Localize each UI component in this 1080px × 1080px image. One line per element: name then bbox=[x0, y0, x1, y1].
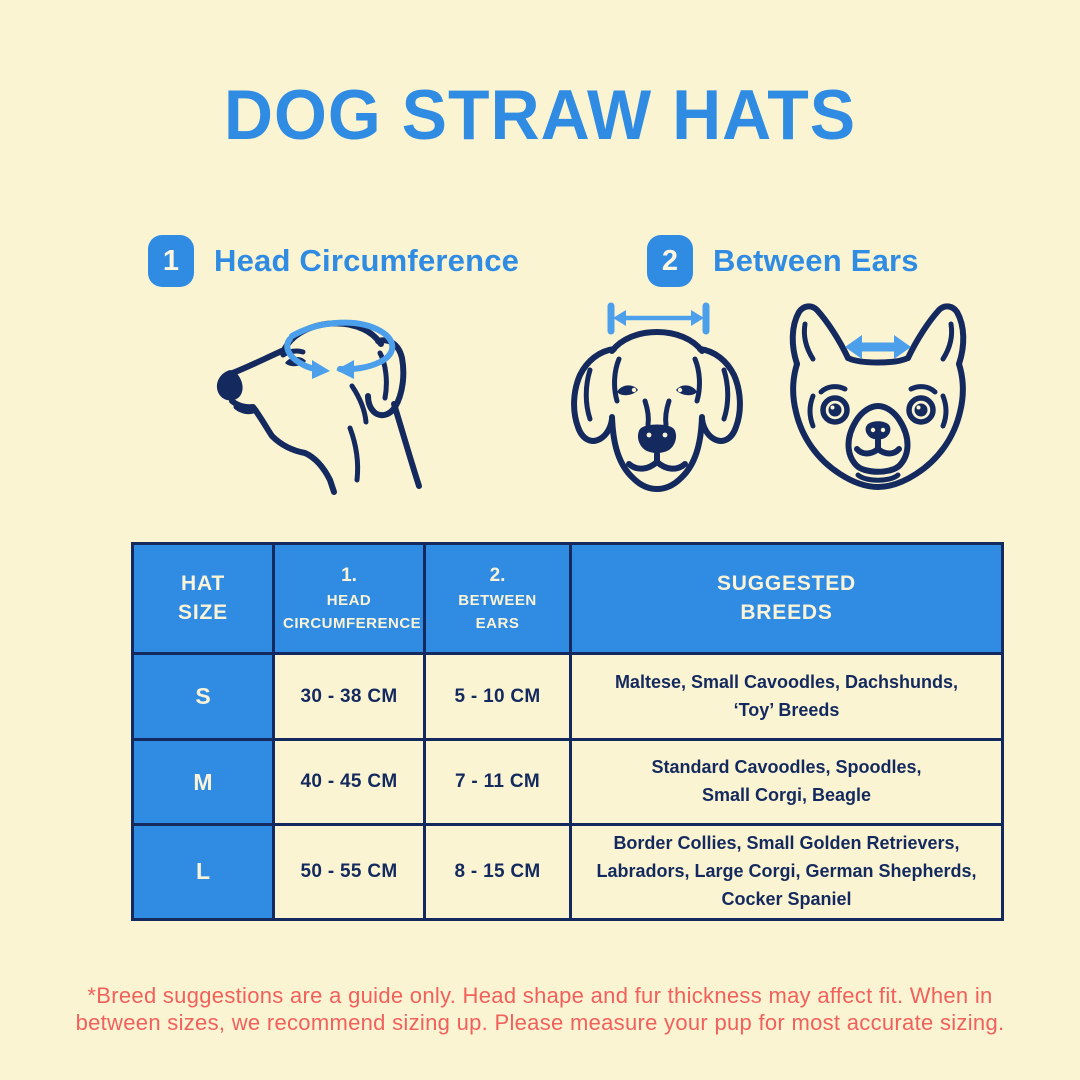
table-row-size-s: S 30 - 38 CM 5 - 10 CM Maltese, Small Ca… bbox=[131, 652, 1004, 741]
between-ears-cell: 5 - 10 CM bbox=[423, 652, 572, 741]
breed-disclaimer-footnote: *Breed suggestions are a guide only. Hea… bbox=[75, 983, 1005, 1035]
breeds-cell: Border Collies, Small Golden Retrievers,… bbox=[569, 823, 1004, 921]
head-circumference-cell: 30 - 38 CM bbox=[272, 652, 426, 741]
page-title: DOG STRAW HATS bbox=[223, 75, 857, 155]
size-cell: S bbox=[131, 652, 275, 741]
step-number-badge: 1 bbox=[148, 235, 194, 287]
header-head-circumference: 1. HEAD CIRCUMFERENCE bbox=[272, 542, 426, 655]
table-row-size-l: L 50 - 55 CM 8 - 15 CM Border Collies, S… bbox=[131, 823, 1004, 921]
header-suggested-breeds: SUGGESTED BREEDS bbox=[569, 542, 1004, 655]
header-hat-size: HAT SIZE bbox=[131, 542, 275, 655]
size-cell: M bbox=[131, 738, 275, 826]
dog-side-profile-illustration bbox=[216, 319, 422, 495]
dog-labrador-front-illustration bbox=[571, 302, 743, 492]
step-head-circumference: 1 Head Circumference bbox=[148, 235, 519, 287]
size-cell: L bbox=[131, 823, 275, 921]
step-label: Head Circumference bbox=[214, 243, 520, 278]
breeds-cell: Maltese, Small Cavoodles, Dachshunds, ‘T… bbox=[569, 652, 1004, 741]
step-number-badge: 2 bbox=[647, 235, 693, 287]
between-ears-measure-arrow bbox=[607, 302, 710, 335]
head-circumference-cell: 40 - 45 CM bbox=[272, 738, 426, 826]
table-header-row: HAT SIZE 1. HEAD CIRCUMFERENCE 2. BETWEE… bbox=[131, 542, 1004, 655]
between-ears-cell: 8 - 15 CM bbox=[423, 823, 572, 921]
breeds-cell: Standard Cavoodles, Spoodles, Small Corg… bbox=[569, 738, 1004, 826]
header-between-ears: 2. BETWEEN EARS bbox=[423, 542, 572, 655]
step-label: Between Ears bbox=[713, 243, 919, 278]
step-between-ears: 2 Between Ears bbox=[647, 235, 919, 287]
table-row-size-m: M 40 - 45 CM 7 - 11 CM Standard Cavoodle… bbox=[131, 738, 1004, 826]
size-table: HAT SIZE 1. HEAD CIRCUMFERENCE 2. BETWEE… bbox=[131, 542, 1004, 921]
between-ears-cell: 7 - 11 CM bbox=[423, 738, 572, 826]
dog-french-bulldog-illustration bbox=[789, 303, 967, 490]
double-headed-width-arrow bbox=[845, 335, 911, 359]
head-circumference-cell: 50 - 55 CM bbox=[272, 823, 426, 921]
